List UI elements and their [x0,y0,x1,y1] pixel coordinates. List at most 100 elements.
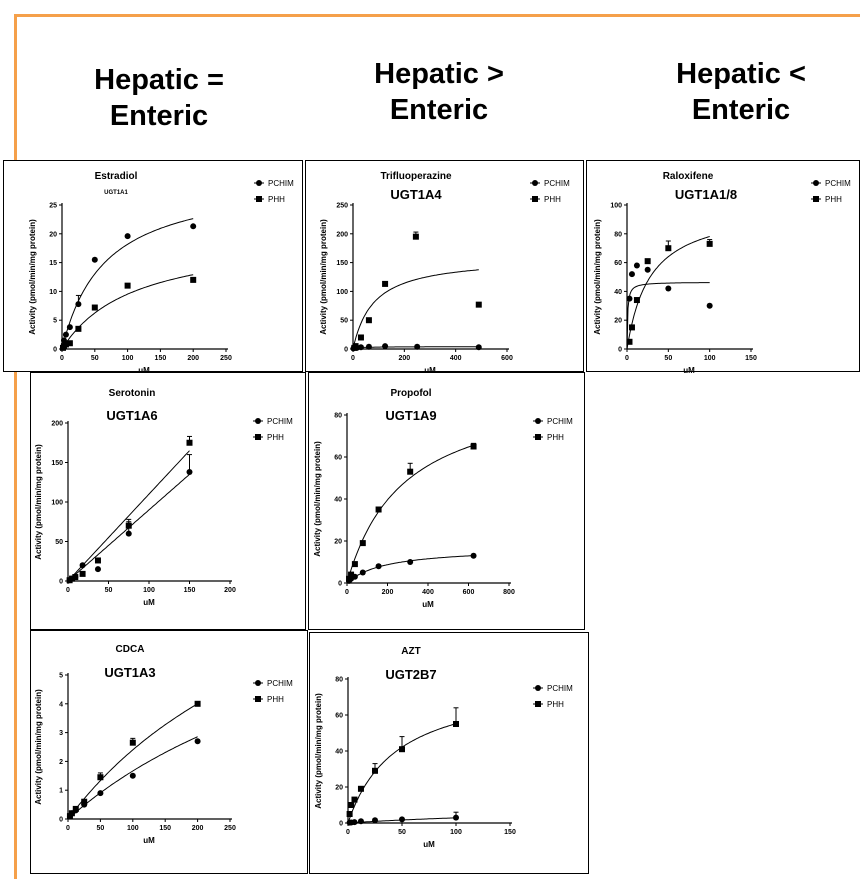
x-axis-label: uM [422,600,434,609]
y-tick-label: 20 [334,539,342,546]
x-tick-label: 150 [184,587,196,594]
legend-label: PHH [267,433,284,442]
fit-curve-phh [346,444,474,584]
chart-subtitle: UGT1A1 [104,190,128,196]
chart-title: AZT [401,646,420,657]
y-tick-label: 3 [59,730,63,737]
x-tick-label: 200 [382,589,394,596]
data-point-phh [68,810,75,817]
data-point-phh [94,557,101,564]
chart-estradiol: Estradiol UGT1A1 0 50 100 150 200 250 0 5 10 15 20 25… [28,171,294,373]
chart-title: Estradiol [95,171,138,182]
x-tick-label: 200 [187,355,199,362]
chart-trifluoperazine: Trifluoperazine UGT1A4 0 200 400 600 0 50 100 150… [319,171,570,373]
x-axis-label: uM [683,366,695,373]
x-tick-label: 400 [450,355,462,362]
chart-raloxifene: Raloxifene UGT1A1/8 0 50 100 150 0 20 40 60 80 100 u… [593,171,851,373]
legend-marker-square [535,701,541,707]
x-axis-label: uM [423,840,435,849]
y-tick-label: 40 [614,289,622,296]
data-point-phh [97,774,104,781]
data-point-phh [186,439,193,446]
x-tick-label: 50 [91,355,99,362]
y-tick-label: 25 [49,203,57,210]
heading-hepatic-greater-enteric: Hepatic > Enteric [324,56,554,128]
chart-panel-cdca: CDCA UGT1A3 0 50 100 150 200 250 0 1 2 3 4 5 uM Activit… [30,630,308,874]
legend-marker-circle [532,180,538,186]
data-point-phh [348,571,355,578]
x-tick-label: 800 [503,589,515,596]
legend-marker-square [813,196,819,202]
chart-panel-serotonin: Serotonin UGT1A6 0 50 100 150 200 0 50 100 150 200 u… [30,372,306,630]
fit-curve-pchim [626,282,710,350]
data-point-pchim [97,790,104,797]
y-tick-label: 60 [335,713,343,720]
legend-marker-circle [813,180,819,186]
x-tick-label: 250 [224,825,236,832]
legend-marker-circle [255,418,261,424]
chart-subtitle: UGT1A6 [106,408,157,423]
legend-label: PHH [825,195,842,204]
data-point-phh [372,767,378,774]
x-tick-label: 50 [398,829,406,836]
x-tick-label: 50 [664,355,672,362]
chart-title: Raloxifene [663,171,714,182]
data-point-phh [644,258,651,265]
data-point-pchim [351,819,358,826]
data-point-pchim [365,343,372,350]
legend-label: PCHIM [547,417,573,426]
data-point-pchim [453,814,459,821]
y-tick-label: 50 [340,318,348,325]
legend-marker-circle [535,685,541,691]
legend-marker-square [255,434,261,440]
heading-line1: Hepatic = [94,64,224,96]
legend-marker-circle [535,418,541,424]
y-tick-label: 200 [51,421,63,428]
fit-curve-phh [352,269,479,350]
x-tick-label: 200 [192,825,204,832]
x-tick-label: 150 [155,355,167,362]
data-point-phh [382,280,389,287]
data-point-pchim [91,256,98,263]
y-tick-label: 100 [336,289,348,296]
y-axis-label: Activity (pmol/min/mg protein) [319,219,328,335]
data-point-phh [346,811,353,817]
data-point-phh [124,282,131,289]
orange-frame-left [14,14,17,879]
y-tick-label: 80 [334,413,342,420]
x-axis-label: uM [424,366,436,373]
data-point-pchim [62,331,69,338]
legend-label: PCHIM [825,179,851,188]
x-tick-label: 0 [66,825,70,832]
y-tick-label: 20 [335,785,343,792]
data-point-phh [357,334,364,341]
chart-panel-azt: AZT UGT2B7 0 50 100 150 0 20 40 60 80 uM Activity (p… [309,632,589,874]
y-tick-label: 4 [59,701,63,708]
data-point-pchim [475,344,482,351]
fit-curve-phh [67,703,198,820]
y-tick-label: 80 [614,231,622,238]
data-point-phh [190,276,197,283]
chart-title: Serotonin [109,388,156,399]
x-tick-label: 250 [220,355,232,362]
data-point-phh [365,317,372,324]
fit-curve-pchim [67,736,198,820]
x-tick-label: 0 [60,355,64,362]
chart-azt: AZT UGT2B7 0 50 100 150 0 20 40 60 80 uM Activity (p… [314,646,573,849]
data-point-phh [357,785,364,792]
legend-label: PHH [547,433,564,442]
data-point-pchim [382,343,389,350]
x-tick-label: 150 [159,825,171,832]
data-point-phh [412,233,419,240]
data-point-pchim [399,816,405,823]
heading-line2: Enteric [109,100,209,132]
data-point-phh [79,570,86,577]
legend-label: PHH [267,695,284,704]
x-axis-label: uM [138,366,150,373]
y-tick-label: 1 [59,788,63,795]
chart-subtitle: UGT1A1/8 [675,187,737,202]
chart-title: Propofol [390,388,431,399]
heading-line2: Enteric [389,94,489,126]
data-point-pchim [628,271,635,278]
legend-label: PHH [544,195,561,204]
